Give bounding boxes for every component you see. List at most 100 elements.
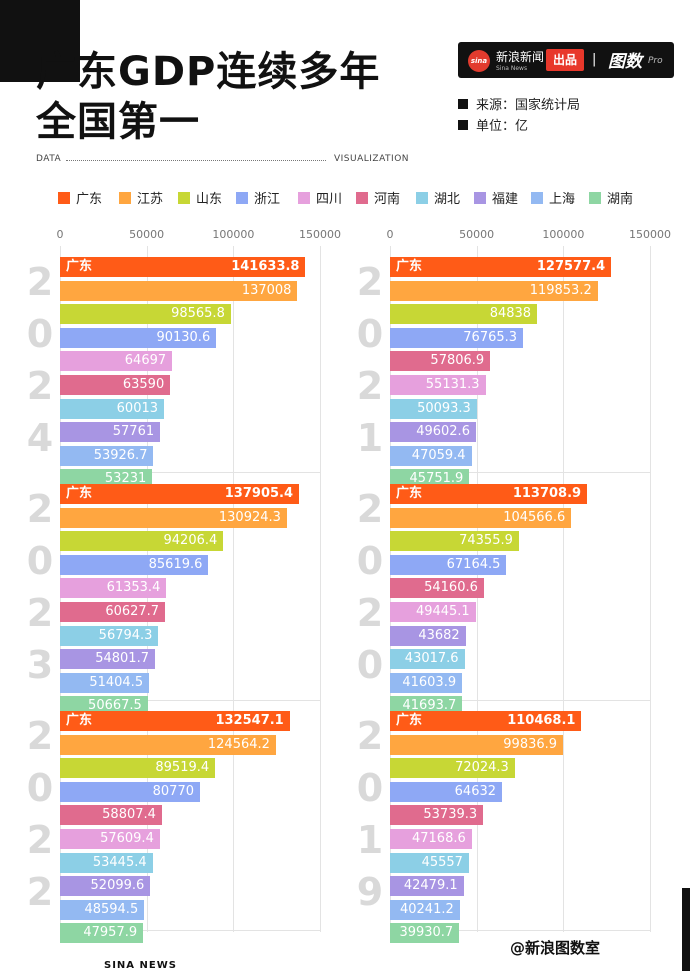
x-tick-label: 50000	[459, 228, 495, 241]
bar-江苏	[390, 734, 564, 755]
bar-value-label: 60627.7	[105, 604, 160, 619]
bar-value-label: 57806.9	[430, 353, 485, 369]
ruler-right-label: VISUALIZATION	[334, 154, 410, 164]
year-digit: 2	[26, 364, 54, 408]
bar-value-label: 57609.4	[100, 831, 154, 846]
bar-value-label: 57761	[112, 424, 155, 440]
bar-value-label: 41693.7	[402, 698, 457, 714]
bar-value-label: 56794.3	[98, 627, 153, 643]
bar-value-label: 89519.4	[155, 760, 210, 776]
panel-divider	[60, 930, 320, 931]
bar-浙江	[390, 327, 524, 348]
bar-江苏	[390, 280, 598, 301]
bar-浙江	[390, 781, 503, 802]
panel-divider	[390, 700, 650, 701]
bar-value-label: 72024.3	[455, 760, 509, 776]
bar-value-label: 43682	[418, 627, 460, 643]
bar-江苏	[390, 507, 572, 528]
legend-swatch	[178, 192, 190, 204]
ruler-left-label: DATA	[36, 154, 62, 164]
year-digit: 2	[26, 487, 54, 531]
legend-label: 湖北	[434, 192, 461, 207]
bar-value-label: 48594.5	[84, 901, 139, 917]
bar-河南	[390, 578, 484, 599]
bar-山东	[390, 758, 515, 779]
bar-province-label: 广东	[66, 259, 93, 274]
bar-value-label: 47168.6	[411, 831, 466, 846]
bar-福建	[390, 876, 464, 897]
bar-value-label: 99836.9	[503, 736, 558, 752]
bar-value-label: 47059.4	[411, 447, 466, 463]
legend-label: 河南	[374, 192, 401, 207]
brand-tag: 出品	[546, 49, 584, 71]
bar-value-label: 54160.6	[424, 580, 478, 596]
panel-divider	[60, 700, 320, 701]
bar-广东	[60, 484, 300, 504]
year-digit: 2	[26, 714, 54, 758]
bar-value-label: 137008	[241, 282, 292, 298]
bar-value-label: 53739.3	[423, 807, 478, 823]
bar-上海	[390, 445, 472, 466]
bar-value-label: 141633.8	[231, 259, 300, 274]
legend-item: 湖北	[416, 188, 460, 207]
brand-subname: Sina News	[496, 65, 528, 72]
year-digit: 0	[356, 539, 384, 583]
bar-province-label: 广东	[396, 713, 423, 728]
bar-广东	[60, 711, 290, 731]
bar-湖北	[390, 852, 469, 873]
bar-value-label: 127577.4	[536, 259, 606, 274]
bar-value-label: 132547.1	[215, 713, 284, 728]
bar-value-label: 40241.2	[399, 901, 454, 917]
legend-swatch	[119, 192, 131, 204]
bar-四川	[390, 375, 486, 395]
legend-item: 福建	[474, 188, 518, 207]
bar-福建	[390, 422, 476, 443]
bar-广东	[60, 257, 306, 277]
source-note: 来源：国家统计局	[458, 94, 580, 113]
bar-湖南	[390, 923, 460, 944]
bar-上海	[60, 445, 154, 466]
year-digit: 0	[356, 643, 384, 687]
bar-value-label: 50093.3	[417, 400, 471, 416]
bar-value-label: 50667.5	[88, 698, 142, 714]
bar-value-label: 49445.1	[415, 604, 470, 619]
bar-value-label: 76765.3	[463, 329, 518, 345]
year-digit: 3	[26, 643, 54, 687]
bar-value-label: 104566.6	[503, 509, 566, 525]
bar-value-label: 45557	[421, 854, 463, 870]
bar-value-label: 52099.6	[90, 878, 145, 894]
legend-label: 山东	[196, 192, 223, 207]
bar-江苏	[60, 734, 276, 755]
bar-福建	[390, 625, 466, 646]
bar-value-label: 137905.4	[224, 486, 294, 501]
unit-text: 单位：亿	[476, 119, 529, 134]
year-digit: 0	[356, 312, 384, 356]
bar-value-label: 124564.2	[207, 736, 270, 752]
bar-山东	[390, 531, 519, 552]
bar-上海	[60, 672, 150, 693]
bar-山东	[60, 758, 216, 779]
x-tick-label: 0	[386, 228, 394, 241]
legend-swatch	[416, 192, 428, 204]
year-digit: 0	[356, 766, 384, 810]
legend-item: 山东	[178, 188, 222, 207]
bar-value-label: 130924.3	[218, 509, 281, 525]
bar-福建	[60, 422, 161, 443]
bar-四川	[60, 351, 173, 372]
bar-湖北	[60, 398, 165, 419]
x-tick-label: 50000	[129, 228, 165, 241]
year-digit: 4	[26, 416, 54, 460]
panel-divider	[60, 472, 320, 473]
bar-value-label: 53231	[104, 471, 147, 487]
bar-value-label: 64632	[454, 783, 497, 799]
x-tick-label: 150000	[629, 228, 671, 241]
bar-福建	[60, 876, 151, 897]
ruler-dotted-line	[66, 160, 326, 161]
legend-item: 上海	[531, 188, 575, 207]
footer-credit: @新浪图数室	[510, 939, 601, 957]
bar-浙江	[60, 327, 217, 348]
bar-山东	[60, 531, 224, 552]
bar-value-label: 53926.7	[93, 447, 148, 463]
bar-value-label: 85619.6	[148, 556, 203, 572]
bar-value-label: 54801.7	[95, 651, 149, 667]
